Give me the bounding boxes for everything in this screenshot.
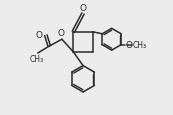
Text: O: O (58, 29, 65, 38)
Text: O: O (125, 41, 133, 50)
Text: CH₃: CH₃ (133, 41, 147, 50)
Text: O: O (80, 4, 86, 13)
Text: O: O (36, 31, 43, 40)
Text: CH₃: CH₃ (30, 55, 44, 64)
